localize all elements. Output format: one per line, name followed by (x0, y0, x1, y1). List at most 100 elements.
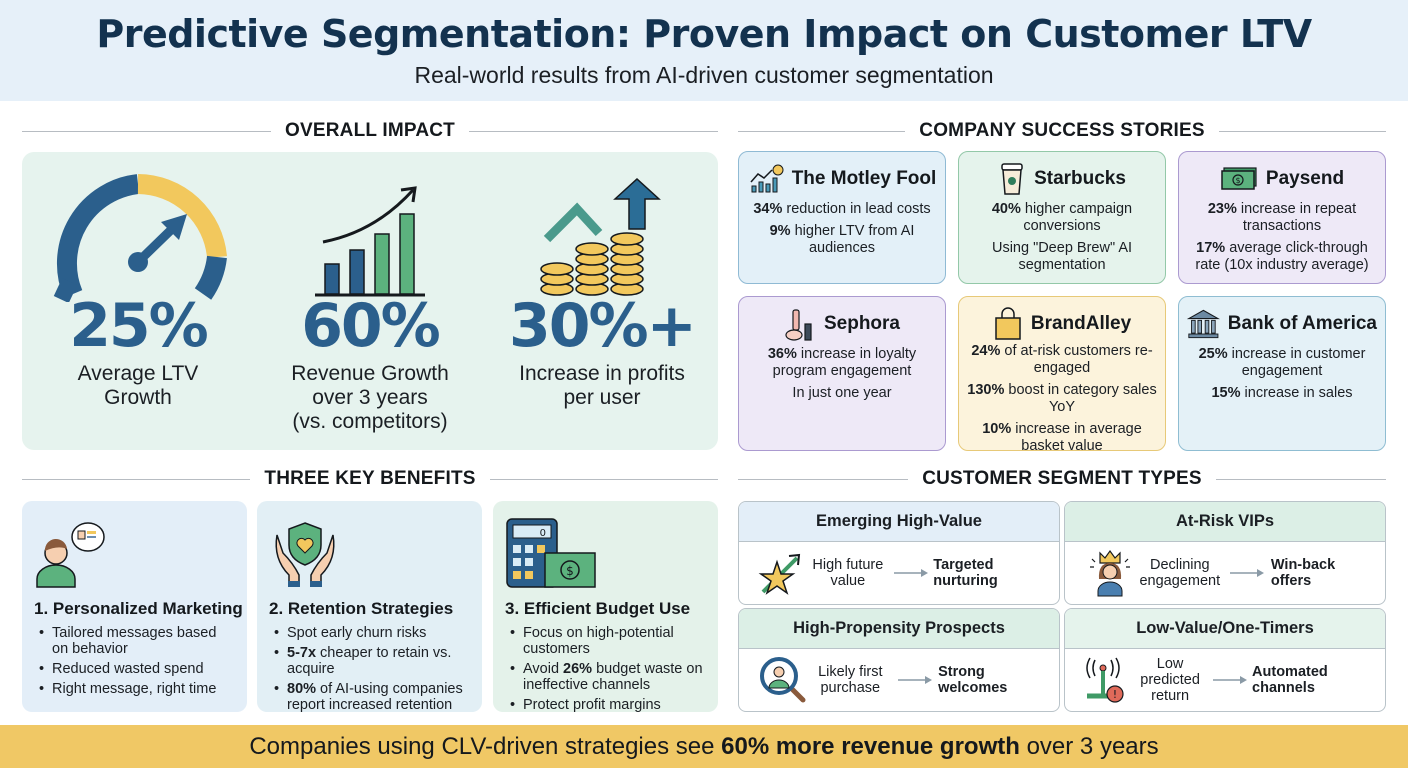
divider (738, 130, 906, 132)
divider (1215, 478, 1386, 480)
story-card-paysend: $ Paysend 23% increase in repeat transac… (1178, 151, 1386, 284)
benefit-list: Tailored messages based on behavior Redu… (34, 625, 235, 697)
story-stat: 17% average click-through rate (10x indu… (1195, 240, 1369, 273)
crowned-customer-icon (1089, 549, 1130, 597)
benefit-list: Spot early churn risks 5-7x cheaper to r… (269, 625, 470, 713)
calculator-money-icon: 0 $ (506, 518, 596, 588)
benefit-list: Focus on high-potential customers Avoid … (505, 625, 706, 713)
svg-text:0: 0 (540, 528, 546, 539)
divider (22, 478, 251, 480)
arrow-right-icon (1213, 676, 1248, 684)
segment-name: Emerging High-Value (739, 502, 1059, 542)
segment-name: Low-Value/One-Timers (1065, 609, 1385, 649)
benefit-item: Protect profit margins (505, 697, 706, 713)
segment-card-high-propensity-prospects: High-Propensity Prospects Likely first p… (738, 608, 1060, 712)
gauge-icon (53, 174, 227, 302)
magnifier-person-icon (759, 657, 806, 703)
benefit-item: 80% of AI-using companies report increas… (269, 681, 470, 713)
hands-shield-heart-icon (275, 522, 335, 587)
story-stat: 23% increase in repeat transactions (1207, 201, 1357, 234)
segment-card-at-risk-vips: At-Risk VIPs Declining engagement Win-ba… (1064, 501, 1386, 605)
arrow-right-icon (897, 676, 932, 684)
benefit-card-efficient-budget: 0 $ 3. Efficient Budget Use Focus on hig… (493, 501, 718, 713)
lipstick-cosmetics-icon (785, 309, 812, 341)
segment-action: Targeted nurturing (933, 557, 998, 589)
arrow-right-icon (1229, 569, 1264, 577)
divider (468, 130, 718, 132)
story-stat: 40% higher campaign conversions (991, 201, 1133, 234)
company-name: Paysend (1265, 168, 1345, 189)
svg-text:$: $ (1235, 176, 1240, 185)
benefit-title: 2. Retention Strategies (269, 599, 454, 618)
company-name: Bank of America (1227, 313, 1377, 334)
section-title: CUSTOMER SEGMENT TYPES (922, 468, 1202, 489)
chart-coin-icon (750, 164, 784, 193)
story-card-brandalley: BrandAlley 24% of at-risk customers re-e… (958, 296, 1166, 454)
section-title: THREE KEY BENEFITS (264, 468, 476, 489)
story-card-sephora: Sephora 36% increase in loyalty program … (738, 296, 946, 451)
story-stat: Using "Deep Brew" AI segmentation (991, 240, 1133, 273)
signal-alert-icon: ! (1086, 657, 1124, 703)
section-success-stories: COMPANY SUCCESS STORIES (738, 120, 1386, 142)
coin-stacks-up-arrow-icon (540, 177, 661, 296)
segment-action: Strong welcomes (938, 664, 1008, 696)
story-card-motley-fool: The Motley Fool 34% reduction in lead co… (738, 151, 946, 284)
impact-value: 25% (69, 291, 209, 361)
page-title: Predictive Segmentation: Proven Impact o… (96, 12, 1312, 56)
divider (22, 130, 272, 132)
story-stat: 9% higher LTV from AI audiences (769, 223, 915, 256)
company-name: The Motley Fool (791, 168, 937, 189)
impact-label: Revenue Growth over 3 years (vs. competi… (291, 362, 449, 433)
segment-action: Automated channels (1252, 664, 1328, 696)
impact-label: Increase in profits per user (519, 362, 685, 409)
bank-building-icon (1187, 309, 1220, 339)
section-title: OVERALL IMPACT (285, 120, 455, 141)
story-card-starbucks: Starbucks 40% higher campaign conversion… (958, 151, 1166, 284)
impact-stat-revenue: 60% Revenue Growth over 3 years (vs. com… (254, 152, 486, 450)
benefit-item: Tailored messages based on behavior (34, 625, 235, 657)
segment-name: At-Risk VIPs (1065, 502, 1385, 542)
segment-card-emerging-high-value: Emerging High-Value High future value Ta… (738, 501, 1060, 605)
person-profile-bubble-icon (36, 522, 105, 588)
segment-signal: High future value (812, 557, 884, 589)
banknote-icon: $ (1221, 167, 1257, 190)
story-stat: 34% reduction in lead costs (753, 201, 931, 217)
benefit-item: Right message, right time (34, 681, 235, 697)
star-arrow-icon (758, 553, 801, 595)
story-stat: 36% increase in loyalty program engageme… (767, 346, 917, 379)
story-stat: 25% increase in customer engagement (1198, 346, 1366, 379)
segment-signal: Declining engagement (1139, 557, 1221, 589)
page-subtitle: Real-world results from AI-driven custom… (414, 62, 994, 88)
story-stat: 130% boost in category sales YoY (967, 382, 1157, 415)
company-name: BrandAlley (1030, 313, 1132, 334)
impact-stat-ltv: 25% Average LTV Growth (22, 152, 254, 450)
benefit-item: Reduced wasted spend (34, 661, 235, 677)
company-name: Sephora (823, 313, 901, 334)
section-overall-impact: OVERALL IMPACT (22, 120, 718, 142)
impact-stat-profits: 30%+ Increase in profits per user (486, 152, 718, 450)
impact-value: 30%+ (509, 291, 697, 361)
benefit-item: Focus on high-potential customers (505, 625, 706, 657)
benefit-card-retention-strategies: 2. Retention Strategies Spot early churn… (257, 501, 482, 713)
svg-text:!: ! (1113, 688, 1117, 701)
segment-signal: Low predicted return (1140, 656, 1200, 704)
story-stat: In just one year (792, 385, 892, 401)
company-name: Starbucks (1034, 168, 1126, 189)
segment-signal: Likely first purchase (818, 664, 883, 696)
shopping-bag-icon (995, 307, 1021, 340)
divider (738, 478, 909, 480)
divider (489, 478, 719, 480)
footer-banner: Companies using CLV-driven strategies se… (0, 725, 1408, 768)
benefit-card-personalized-marketing: 1. Personalized Marketing Tailored messa… (22, 501, 247, 712)
benefit-title: 3. Efficient Budget Use (505, 599, 691, 618)
section-segment-types: CUSTOMER SEGMENT TYPES (738, 468, 1386, 490)
benefit-title: 1. Personalized Marketing (34, 599, 243, 618)
footer-text: over 3 years (1019, 733, 1159, 760)
coffee-cup-icon (1001, 163, 1023, 195)
section-title: COMPANY SUCCESS STORIES (919, 120, 1205, 141)
header-banner: Predictive Segmentation: Proven Impact o… (0, 0, 1408, 101)
svg-text:$: $ (566, 564, 574, 578)
divider (1218, 130, 1386, 132)
story-stat: 15% increase in sales (1211, 385, 1353, 401)
benefit-item: 5-7x cheaper to retain vs. acquire (269, 645, 470, 677)
